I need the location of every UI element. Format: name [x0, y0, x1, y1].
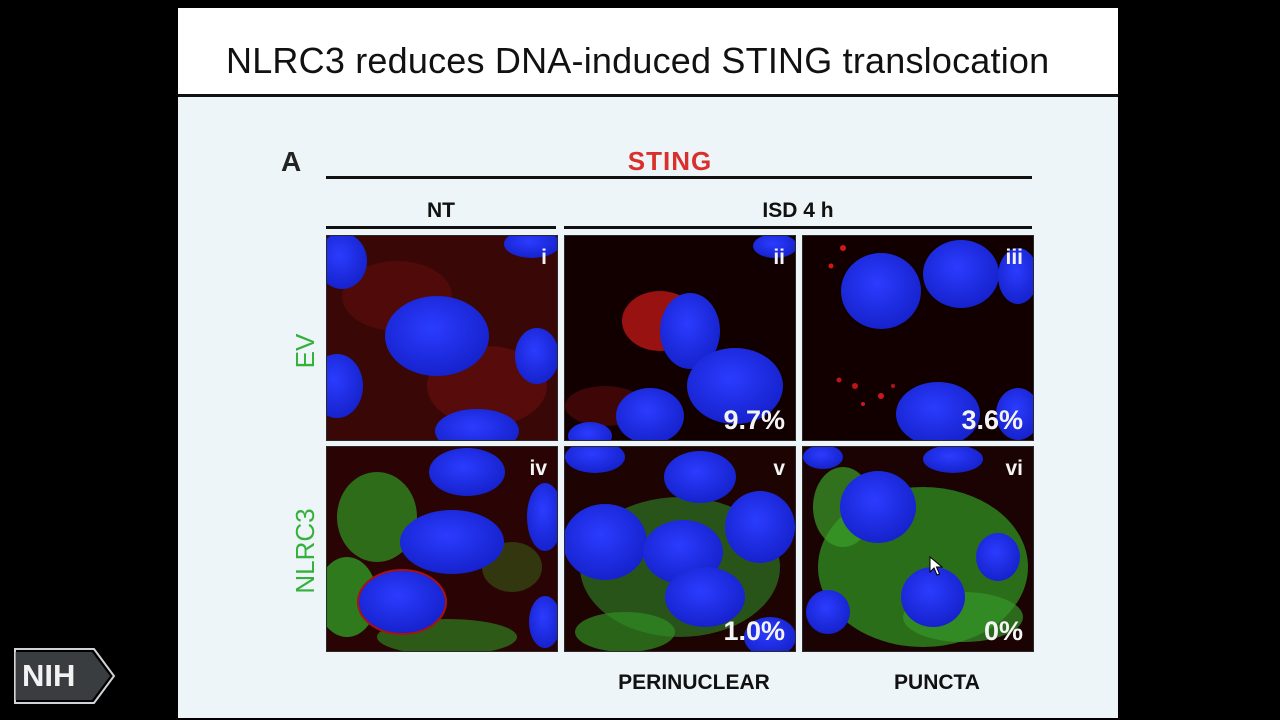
nih-logo: NIH [14, 647, 116, 705]
label-puncta: PUNCTA [894, 671, 980, 694]
micrograph-image [327, 236, 557, 440]
panel-letter: A [281, 146, 302, 177]
micrograph-tile-iii: iii 3.6% [802, 235, 1034, 441]
nih-logo-text: NIH [22, 658, 76, 693]
row-label-nlrc3: NLRC3 [290, 508, 320, 594]
micrograph-tile-v: v 1.0% [564, 446, 796, 652]
tile-percent-label: 9.7% [723, 405, 785, 435]
micrograph-tile-vi: vi 0% [802, 446, 1034, 652]
micrograph-image [565, 447, 795, 651]
stain-label: STING [627, 146, 713, 176]
presentation-slide: NLRC3 reduces DNA-induced STING transloc… [178, 8, 1118, 718]
column-rule-nt [326, 226, 556, 229]
micrograph-image [327, 447, 557, 651]
micrograph-image [803, 236, 1033, 440]
column-header-isd: ISD 4 h [762, 199, 834, 222]
tile-percent-label: 0% [983, 616, 1023, 646]
tile-percent-label: 3.6% [961, 405, 1023, 435]
label-perinuclear: PERINUCLEAR [618, 671, 770, 694]
tile-roman-label: vi [1005, 457, 1023, 480]
tile-percent-label: 1.0% [723, 616, 785, 646]
stain-rule [326, 176, 1032, 179]
slide-title: NLRC3 reduces DNA-induced STING transloc… [226, 40, 1050, 81]
tile-roman-label: i [541, 246, 547, 269]
tile-roman-label: v [773, 457, 785, 480]
row-label-ev: EV [290, 333, 320, 369]
tile-roman-label: iv [529, 457, 547, 480]
micrograph-tile-i: i [326, 235, 558, 441]
nih-logo-icon [14, 648, 116, 704]
column-rule-isd [564, 226, 1032, 229]
mouse-pointer-icon [929, 556, 943, 576]
micrograph-image [565, 236, 795, 440]
micrograph-image [803, 447, 1033, 651]
micrograph-tile-ii: ii 9.7% [564, 235, 796, 441]
micrograph-tile-iv: iv [326, 446, 558, 652]
tile-roman-label: ii [773, 246, 785, 269]
column-header-nt: NT [427, 199, 455, 222]
tile-roman-label: iii [1005, 246, 1023, 269]
slide-header: NLRC3 reduces DNA-induced STING transloc… [178, 8, 1118, 97]
